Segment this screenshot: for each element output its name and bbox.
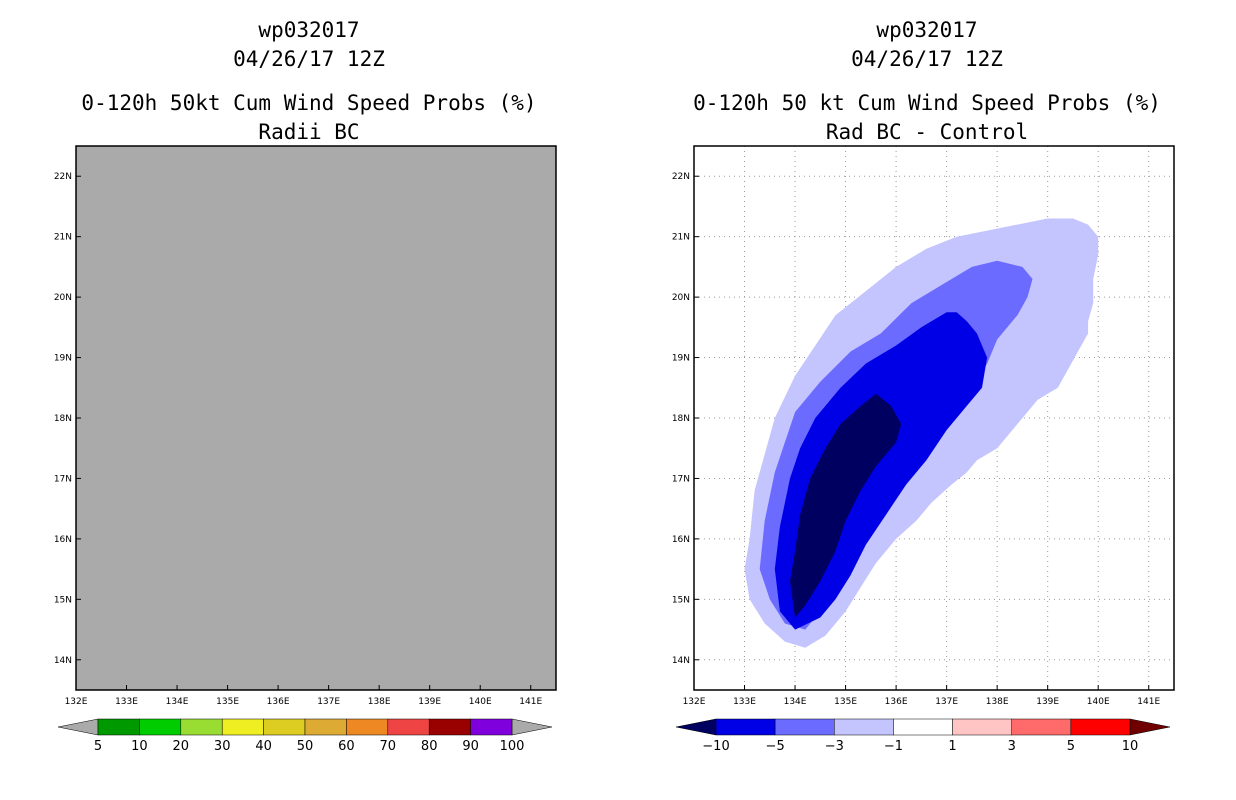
colorbar-swatch [97, 718, 140, 736]
x-tick-label: 141E [1137, 697, 1160, 707]
x-tick-label: 135E [834, 697, 857, 707]
left-title-main: 0-120h 50kt Cum Wind Speed Probs (%) [81, 91, 537, 115]
y-tick-label: 18N [54, 414, 72, 424]
y-tick-label: 22N [672, 172, 690, 182]
y-tick-label: 16N [54, 535, 72, 545]
right-title-date: 04/26/17 12Z [851, 47, 1003, 71]
y-tick-label: 17N [672, 474, 690, 484]
colorbar-label: 10 [131, 739, 148, 754]
colorbar-swatch [774, 718, 835, 736]
x-tick-label: 136E [885, 697, 908, 707]
colorbar-label: 40 [255, 739, 272, 754]
colorbar-label: −1 [884, 739, 903, 754]
colorbar-swatch [263, 718, 306, 736]
colorbar-swatch [1011, 718, 1072, 736]
right-title-storm: wp032017 [876, 18, 978, 42]
colorbar-label: 10 [1122, 739, 1139, 754]
colorbar-swatch [715, 718, 776, 736]
left-colorbar: 5 10 20 30 40 50 60 70 80 90 100 [57, 718, 553, 754]
x-tick-label: 140E [469, 697, 492, 707]
colorbar-swatch [952, 718, 1012, 736]
colorbar-label: 30 [214, 739, 231, 754]
colorbar-label: 3 [1008, 739, 1016, 754]
y-tick-label: 19N [54, 354, 72, 364]
y-tick-label: 19N [672, 354, 690, 364]
x-tick-label: 137E [317, 697, 340, 707]
x-tick-label: 134E [784, 697, 807, 707]
colorbar-label: 100 [500, 739, 525, 754]
colorbar-label: 90 [462, 739, 479, 754]
y-tick-label: 17N [54, 474, 72, 484]
x-tick-label: 140E [1087, 697, 1110, 707]
colorbar-high-end [1129, 718, 1171, 736]
map-background [76, 146, 556, 690]
colorbar-swatch [304, 718, 347, 736]
x-tick-label: 137E [935, 697, 958, 707]
x-tick-label: 138E [368, 697, 391, 707]
colorbar-swatch [893, 718, 953, 736]
colorbar-swatch [221, 718, 264, 736]
left-title-storm: wp032017 [258, 18, 360, 42]
colorbar-label: 70 [380, 739, 397, 754]
y-tick-label: 20N [54, 293, 72, 303]
colorbar-swatch [180, 718, 223, 736]
colorbar-label: −10 [702, 739, 729, 754]
right-title-main: 0-120h 50 kt Cum Wind Speed Probs (%) [693, 91, 1161, 115]
contour-level-neg10 [790, 393, 902, 618]
x-tick-label: 133E [733, 697, 756, 707]
x-tick-label: 138E [986, 697, 1009, 707]
colorbar-low-end [675, 718, 717, 736]
left-title-date: 04/26/17 12Z [233, 47, 385, 71]
colorbar-label: 50 [297, 739, 314, 754]
colorbar-low-end [57, 718, 99, 736]
colorbar-swatch [428, 718, 471, 736]
x-tick-label: 136E [267, 697, 290, 707]
colorbar-label: 1 [948, 739, 956, 754]
x-tick-label: 134E [166, 697, 189, 707]
y-tick-label: 18N [672, 414, 690, 424]
colorbar-swatch [470, 718, 513, 736]
x-tick-label: 133E [115, 697, 138, 707]
y-tick-label: 20N [672, 293, 690, 303]
y-tick-label: 21N [54, 233, 72, 243]
colorbar-label: −5 [766, 739, 785, 754]
y-tick-label: 14N [672, 656, 690, 666]
colorbar-swatch [834, 718, 894, 736]
colorbar-swatch [387, 718, 430, 736]
y-tick-label: 21N [672, 233, 690, 243]
right-map-panel: 132E 133E 134E 135E 136E 137E 138E 139E 140E 141E… [672, 145, 1175, 707]
x-tick-label: 135E [216, 697, 239, 707]
colorbar-label: 80 [421, 739, 438, 754]
x-tick-label: 139E [1036, 697, 1059, 707]
colorbar-swatch [346, 718, 389, 736]
colorbar-label: 20 [173, 739, 190, 754]
colorbar-label: −3 [825, 739, 844, 754]
right-title-sub: Rad BC - Control [825, 120, 1029, 144]
y-tick-label: 22N [54, 172, 72, 182]
y-tick-label: 15N [54, 595, 72, 605]
colorbar-high-end [511, 718, 553, 736]
colorbar-swatch [1070, 718, 1131, 736]
left-title-sub: Radii BC [258, 120, 360, 144]
right-colorbar: −10 −5 −3 −1 1 3 5 10 [675, 718, 1171, 754]
colorbar-label: 60 [338, 739, 355, 754]
x-tick-label: 139E [418, 697, 441, 707]
left-map-panel: 132E 133E 134E 135E 136E 137E 138E 139E 140E 141E… [54, 145, 557, 707]
colorbar-swatch [139, 718, 182, 736]
x-tick-label: 132E [683, 697, 706, 707]
colorbar-label: 5 [94, 739, 102, 754]
colorbar-label: 5 [1067, 739, 1075, 754]
x-tick-label: 132E [65, 697, 88, 707]
y-tick-label: 14N [54, 656, 72, 666]
y-tick-label: 16N [672, 535, 690, 545]
x-tick-label: 141E [519, 697, 542, 707]
y-tick-label: 15N [672, 595, 690, 605]
